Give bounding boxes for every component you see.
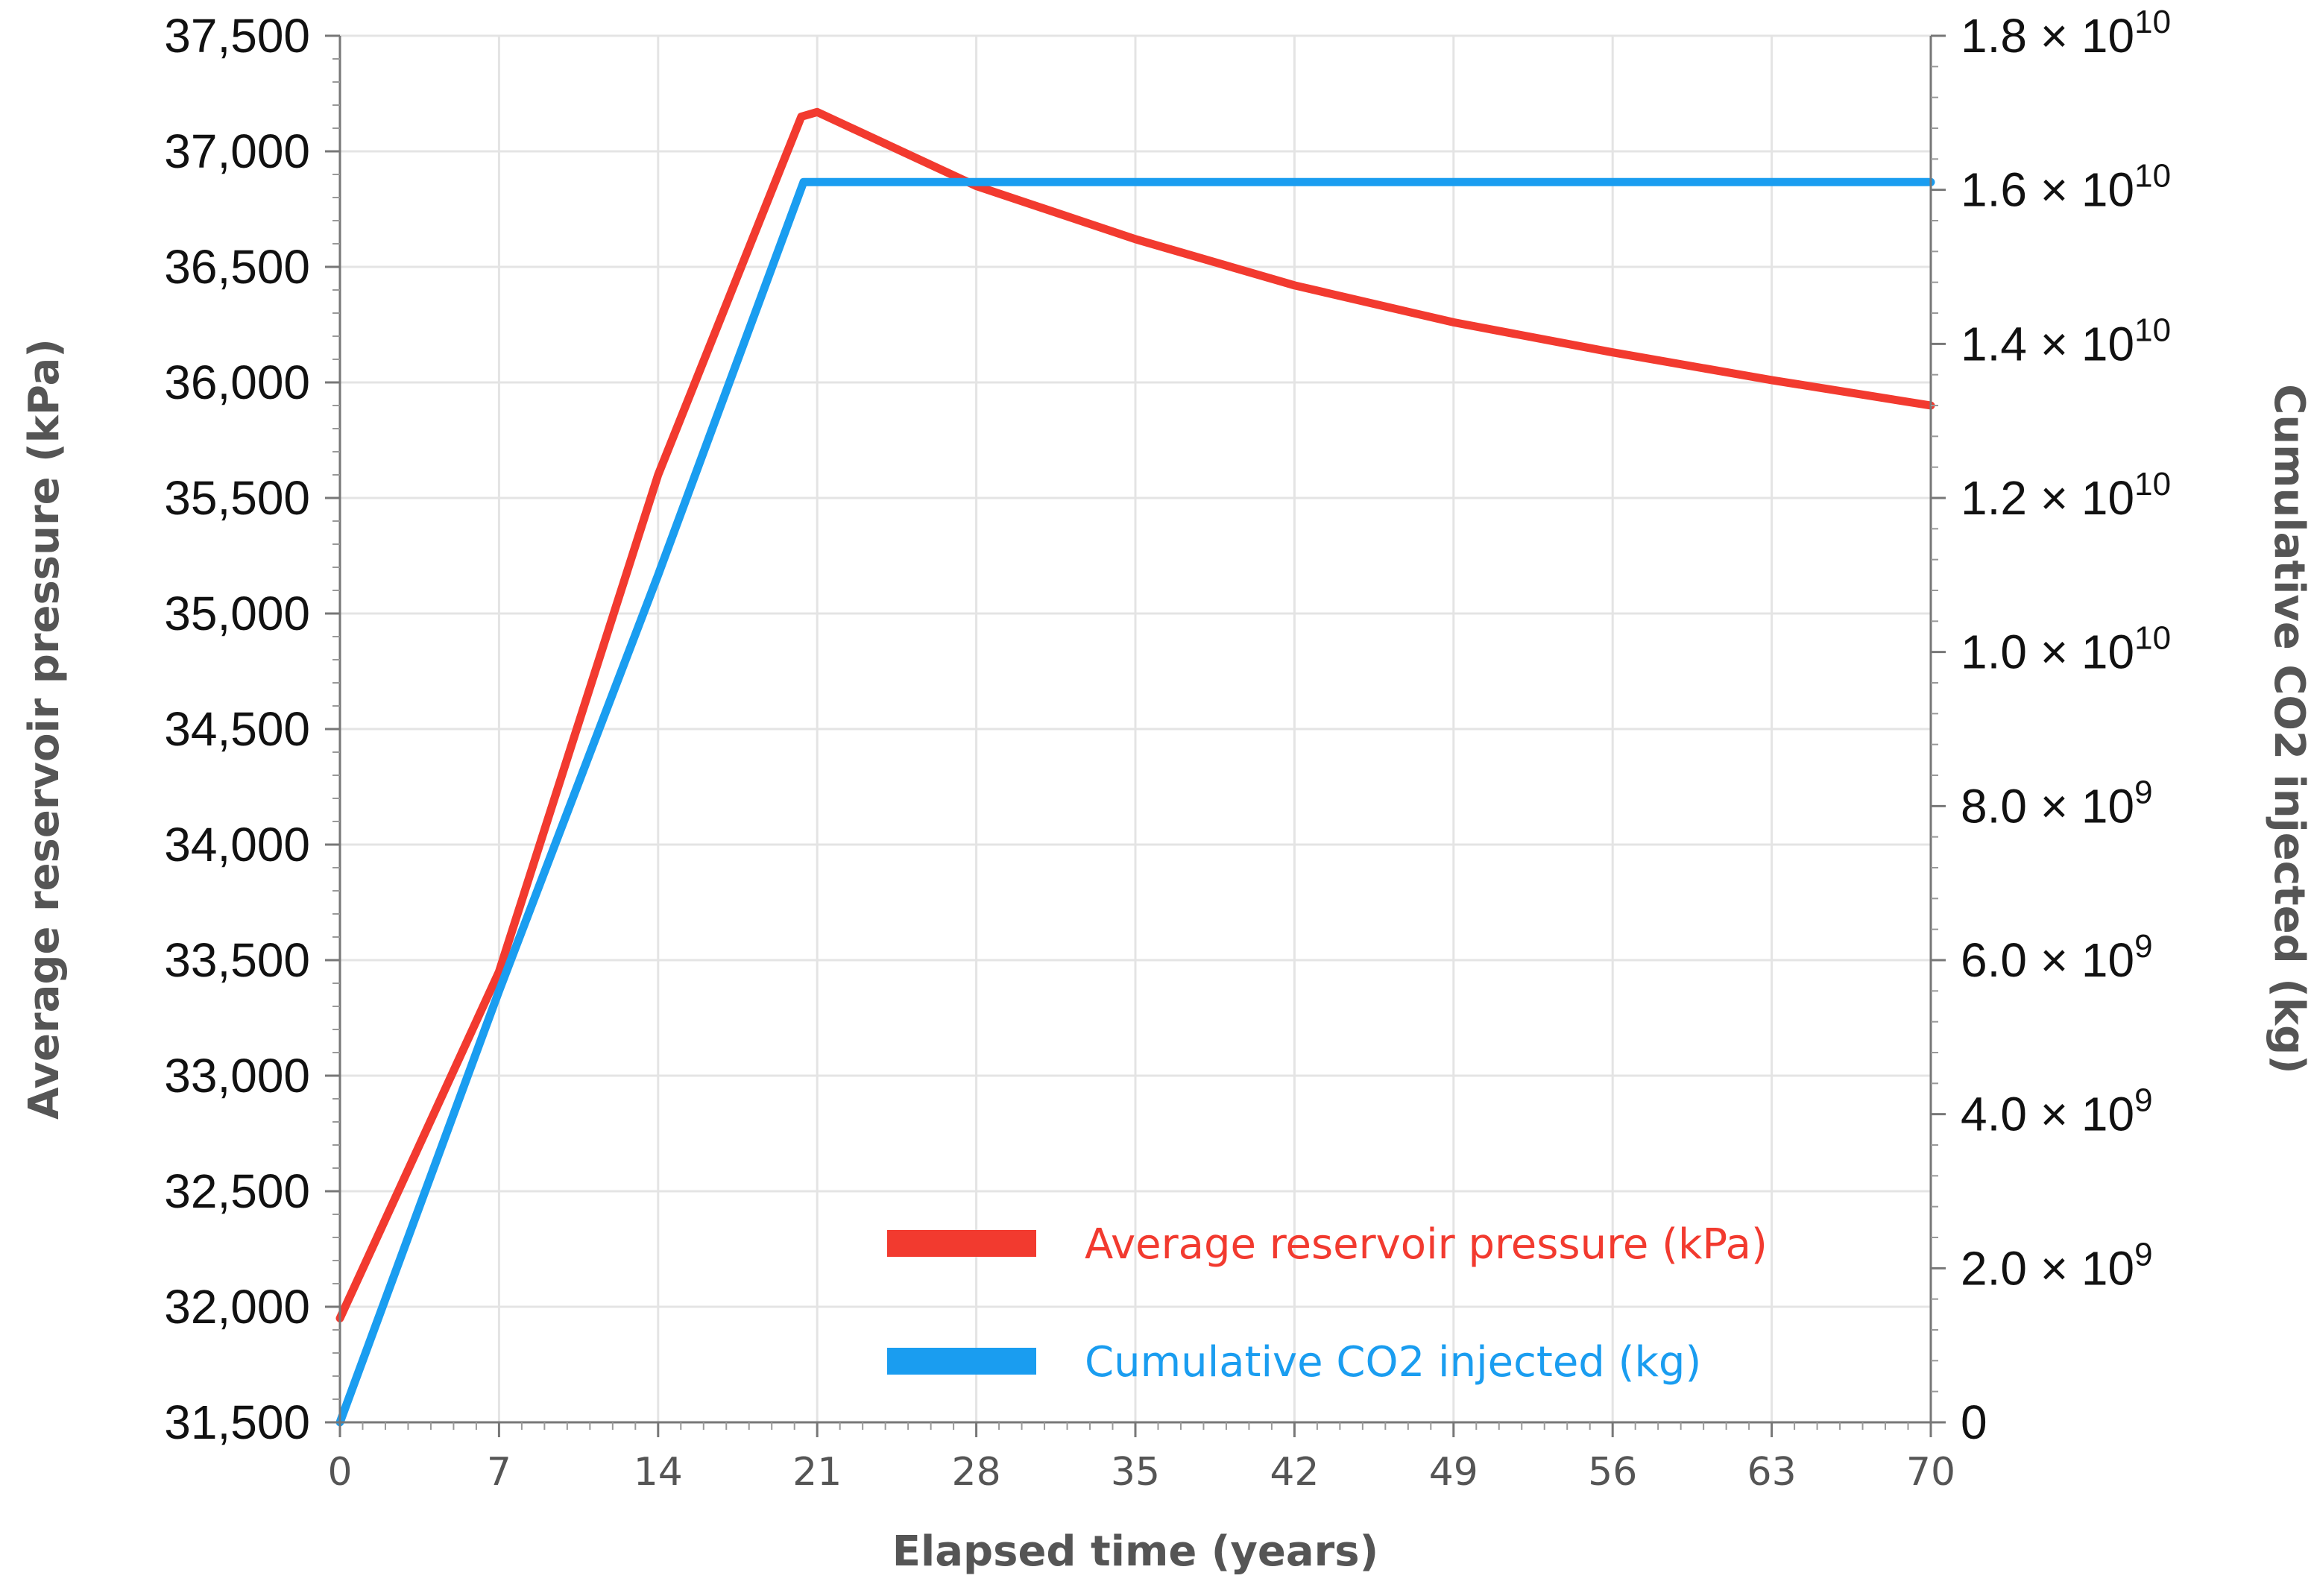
- legend-label-co2: Cumulative CO2 injected (kg): [1085, 1338, 1701, 1387]
- y-right-tick-label: 6.0 × 109: [1961, 928, 2153, 987]
- y-right-tick-mantissa: 1.2 × 10: [1961, 471, 2134, 525]
- y-left-tick-label: 37,000: [164, 124, 310, 178]
- y-right-tick-label: 1.8 × 1010: [1961, 4, 2171, 63]
- x-tick-label: 70: [1906, 1450, 1955, 1495]
- y-right-tick-label: 0: [1961, 1395, 1987, 1449]
- y-right-tick-exponent: 10: [2134, 312, 2171, 348]
- y-right-tick-label: 1.2 × 1010: [1961, 466, 2171, 525]
- y-right-tick-exponent: 10: [2134, 158, 2171, 195]
- y-right-tick-exponent: 10: [2134, 466, 2171, 502]
- y-axis-right-title: Cumulative CO2 injected (kg): [2265, 384, 2311, 1074]
- series-layer: [335, 107, 1935, 1427]
- y-left-tick-label: 32,500: [164, 1164, 310, 1218]
- y-left-tick-label: 36,000: [164, 356, 310, 409]
- y-right-tick-exponent: 10: [2134, 4, 2171, 40]
- y-left-tick-label: 32,000: [164, 1280, 310, 1334]
- y-right-tick-exponent: 9: [2134, 774, 2152, 810]
- y-left-tick-label: 34,000: [164, 818, 310, 871]
- axes: 31,500 32,000 32,500 33,000 33,500 34,000 34,5…: [164, 4, 2171, 1495]
- y-right-tick-exponent: 9: [2134, 1236, 2152, 1272]
- y-left-tick-label: 33,000: [164, 1049, 310, 1103]
- y-right-tick-mantissa: 8.0 × 10: [1961, 779, 2134, 833]
- y-left-tick-label: 33,500: [164, 933, 310, 987]
- legend-swatch-co2: [887, 1348, 1036, 1375]
- y-right-tick-mantissa: 4.0 × 10: [1961, 1088, 2134, 1141]
- y-right-tick-label: 4.0 × 109: [1961, 1082, 2153, 1141]
- x-tick-label: 49: [1429, 1450, 1478, 1495]
- x-tick-label: 21: [792, 1450, 842, 1495]
- x-tick-label: 28: [952, 1450, 1001, 1495]
- y-right-tick-mantissa: 0: [1961, 1395, 1987, 1449]
- y-left-tick-label: 35,500: [164, 471, 310, 525]
- y-right-tick-mantissa: 1.4 × 10: [1961, 317, 2134, 370]
- y-right-tick-label: 1.6 × 1010: [1961, 158, 2171, 217]
- legend: Average reservoir pressure (kPa) Cumulat…: [887, 1220, 1768, 1387]
- legend-label-pressure: Average reservoir pressure (kPa): [1085, 1220, 1768, 1269]
- x-tick-label: 0: [327, 1450, 352, 1495]
- y-right-tick-exponent: 10: [2134, 620, 2171, 657]
- y-right-tick-mantissa: 1.0 × 10: [1961, 625, 2134, 679]
- y-left-tick-label: 37,500: [164, 9, 310, 63]
- series-line-pressure: [335, 107, 1935, 1322]
- y-axis-left-title: Average reservoir pressure (kPa): [20, 338, 69, 1120]
- y-right-tick-mantissa: 2.0 × 10: [1961, 1241, 2134, 1295]
- x-tick-label: 14: [634, 1450, 683, 1495]
- y-right-tick-label: 1.4 × 1010: [1961, 312, 2171, 370]
- y-right-tick-mantissa: 1.6 × 10: [1961, 163, 2134, 217]
- y-right-tick-mantissa: 6.0 × 10: [1961, 933, 2134, 987]
- y-right-tick-label: 1.0 × 1010: [1961, 620, 2171, 679]
- x-axis-title: Elapsed time (years): [892, 1527, 1378, 1576]
- y-left-tick-label: 31,500: [164, 1395, 310, 1449]
- x-tick-label: 63: [1747, 1450, 1797, 1495]
- y-right-tick-exponent: 9: [2134, 928, 2152, 965]
- x-tick-label: 42: [1270, 1450, 1319, 1495]
- y-right-tick-label: 2.0 × 109: [1961, 1236, 2153, 1295]
- y-left-tick-label: 36,500: [164, 240, 310, 294]
- y-right-tick-mantissa: 1.8 × 10: [1961, 9, 2134, 63]
- x-tick-label: 56: [1588, 1450, 1637, 1495]
- x-tick-label: 35: [1111, 1450, 1160, 1495]
- x-tick-label: 7: [487, 1450, 511, 1495]
- y-right-tick-label: 8.0 × 109: [1961, 774, 2153, 833]
- series-line-co2: [335, 177, 1935, 1427]
- y-left-tick-label: 34,500: [164, 702, 310, 756]
- legend-swatch-pressure: [887, 1230, 1036, 1257]
- y-right-tick-exponent: 9: [2134, 1082, 2152, 1119]
- y-left-tick-label: 35,000: [164, 587, 310, 640]
